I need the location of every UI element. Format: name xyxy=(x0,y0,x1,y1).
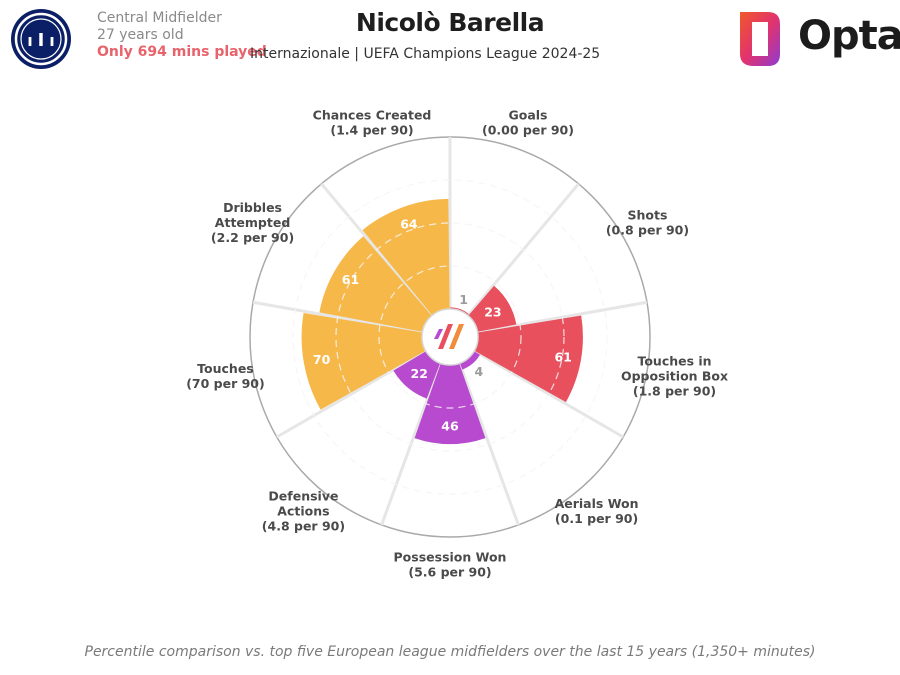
category-name: Possession Won xyxy=(394,550,507,565)
bar-shots xyxy=(468,285,517,332)
player-age: 27 years old xyxy=(97,27,184,43)
category-rate: (0.8 per 90) xyxy=(606,223,689,238)
percentile-label: 64 xyxy=(400,217,418,232)
spoke-line xyxy=(477,300,648,334)
category-label-goals: Goals (0.00 per 90) xyxy=(482,107,574,137)
category-label-touches: Touches (70 per 90) xyxy=(186,361,265,391)
category-name: Shots xyxy=(628,208,668,223)
bar-touches-in-opposition-box xyxy=(474,315,583,403)
bar-defensive-actions xyxy=(393,351,441,399)
category-name: Goals xyxy=(508,107,547,122)
category-name: Defensive xyxy=(268,489,338,504)
percentile-label: 70 xyxy=(313,352,331,367)
center-logo-icon xyxy=(438,324,453,349)
category-rate: (4.8 per 90) xyxy=(262,519,345,534)
category-label-aerials-won: Aerials Won (0.1 per 90) xyxy=(555,496,639,526)
bar-possession-won xyxy=(414,363,486,445)
percentile-label: 1 xyxy=(459,292,468,307)
category-name: Chances Created xyxy=(313,107,432,122)
category-rate: (0.00 per 90) xyxy=(482,122,574,137)
bar-touches xyxy=(301,312,426,410)
club-badge-icon: I ı ı xyxy=(11,9,71,69)
grid-ring xyxy=(378,265,522,409)
percentile-label: 22 xyxy=(411,366,428,381)
category-label-chances-created: Chances Created (1.4 per 90) xyxy=(313,107,432,137)
percentile-label: 61 xyxy=(342,272,359,287)
svg-text:ı: ı xyxy=(49,31,54,50)
percentile-label: 23 xyxy=(484,305,501,320)
category-label-defensive-actions: Defensive Actions (4.8 per 90) xyxy=(262,489,345,534)
spoke-line xyxy=(276,349,427,439)
percentile-label: 46 xyxy=(441,419,459,434)
percentile-label: 4 xyxy=(474,364,483,379)
svg-text:I: I xyxy=(38,30,45,51)
player-position: Central Midfielder xyxy=(97,10,222,26)
category-name: Aerials Won xyxy=(555,496,639,511)
category-rate: (0.1 per 90) xyxy=(555,511,638,526)
category-rate: (5.6 per 90) xyxy=(408,565,491,580)
category-name: Attempted xyxy=(215,215,290,230)
player-meta: Central Midfielder 27 years old Only 694… xyxy=(97,10,267,61)
category-label-shots: Shots (0.8 per 90) xyxy=(606,208,689,238)
category-name: Touches in xyxy=(637,354,711,369)
category-name: Actions xyxy=(277,504,329,519)
player-name: Nicolò Barella xyxy=(355,8,545,37)
player-subtitle: Internazionale | UEFA Champions League 2… xyxy=(250,46,601,62)
center-disc xyxy=(421,308,479,366)
opta-wordmark: Opta xyxy=(798,13,900,59)
spoke-line xyxy=(458,362,520,526)
category-name: Dribbles xyxy=(223,200,282,215)
category-label-touches-in-opposition-box: Touches in Opposition Box (1.8 per 90) xyxy=(621,354,728,399)
svg-text:ı: ı xyxy=(27,31,32,50)
category-rate: (1.8 per 90) xyxy=(633,384,716,399)
bar-chances-created xyxy=(362,198,450,316)
bar-dribbles-attempted xyxy=(319,236,432,332)
footnote: Percentile comparison vs. top five Europ… xyxy=(84,644,816,660)
grid-ring xyxy=(292,179,608,495)
category-rate: (2.2 per 90) xyxy=(211,230,294,245)
center-logo-icon xyxy=(449,324,464,349)
category-name: Opposition Box xyxy=(621,369,728,384)
category-rate: (70 per 90) xyxy=(186,376,265,391)
opta-logo-icon xyxy=(740,12,780,66)
category-rate: (1.4 per 90) xyxy=(330,122,413,137)
center-logo-icon xyxy=(434,329,443,339)
category-name: Touches xyxy=(197,361,254,376)
category-label-dribbles-attempted: Dribbles Attempted (2.2 per 90) xyxy=(211,200,294,245)
spoke-line xyxy=(473,349,624,439)
minutes-warning: Only 694 mins played xyxy=(97,44,267,60)
category-label-possession-won: Possession Won (5.6 per 90) xyxy=(394,550,507,580)
percentile-label: 61 xyxy=(554,349,571,364)
grid-ring xyxy=(335,222,565,452)
bar-aerials-won xyxy=(459,351,480,370)
